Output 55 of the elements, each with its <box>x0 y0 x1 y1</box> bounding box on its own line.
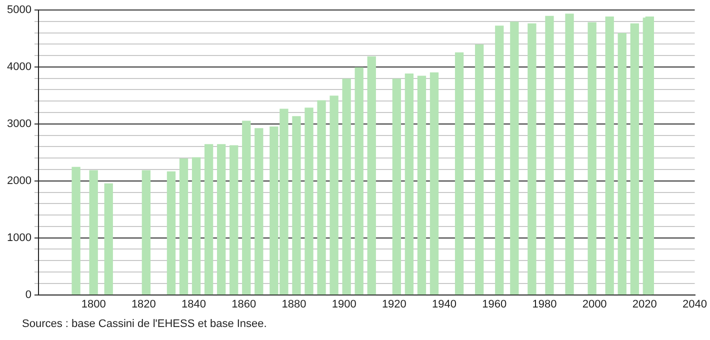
source-note: Sources : base Cassini de l'EHESS et base Insee. <box>22 318 268 330</box>
bar <box>495 26 504 295</box>
bar <box>254 128 264 295</box>
x-tick-label: 2000 <box>582 298 607 310</box>
bar <box>528 23 536 295</box>
x-tick-label: 2040 <box>682 298 708 310</box>
y-tick-label: 1000 <box>6 232 32 244</box>
x-tick-label: 1920 <box>382 298 406 310</box>
bar <box>304 108 314 295</box>
bar <box>342 78 351 295</box>
bar <box>354 67 364 295</box>
bar <box>618 33 626 295</box>
bar <box>645 16 654 295</box>
bar <box>242 120 251 295</box>
bar <box>104 183 113 295</box>
x-tick-label: 1900 <box>332 298 356 310</box>
x-tick-label: 1980 <box>532 298 557 310</box>
bar <box>545 16 554 295</box>
bar <box>404 73 414 295</box>
bar <box>475 44 484 295</box>
bar <box>605 16 614 295</box>
x-tick-label: 1840 <box>182 298 206 310</box>
x-tick-label: 2020 <box>632 298 657 310</box>
y-tick-label: 4000 <box>6 60 32 73</box>
bar <box>510 22 519 295</box>
bar <box>417 76 426 295</box>
bar <box>204 144 214 295</box>
bar <box>230 145 238 295</box>
bar <box>89 170 98 295</box>
bar <box>630 23 639 295</box>
x-tick-label: 1880 <box>282 298 306 310</box>
bar <box>565 14 574 295</box>
bar <box>72 166 80 295</box>
bar <box>367 56 376 295</box>
y-tick-label: 0 <box>25 288 32 301</box>
bar <box>392 78 402 295</box>
y-tick-label: 5000 <box>6 4 32 16</box>
bar <box>330 96 338 295</box>
x-tick-label: 1940 <box>432 298 457 310</box>
x-tick-label: 1860 <box>232 298 256 310</box>
bar <box>317 100 326 295</box>
bar <box>430 72 439 295</box>
bar <box>588 22 596 295</box>
y-tick-label: 2000 <box>6 174 32 187</box>
bar <box>192 157 201 295</box>
x-tick-label: 1820 <box>131 298 156 310</box>
x-tick-label: 1960 <box>482 298 507 310</box>
bar <box>179 158 188 295</box>
bar <box>454 52 464 295</box>
bar <box>166 171 176 295</box>
y-tick-label: 3000 <box>6 118 32 130</box>
x-tick-label: 1800 <box>81 298 106 310</box>
bar <box>217 144 226 295</box>
bar <box>292 116 301 295</box>
bar <box>142 170 151 295</box>
